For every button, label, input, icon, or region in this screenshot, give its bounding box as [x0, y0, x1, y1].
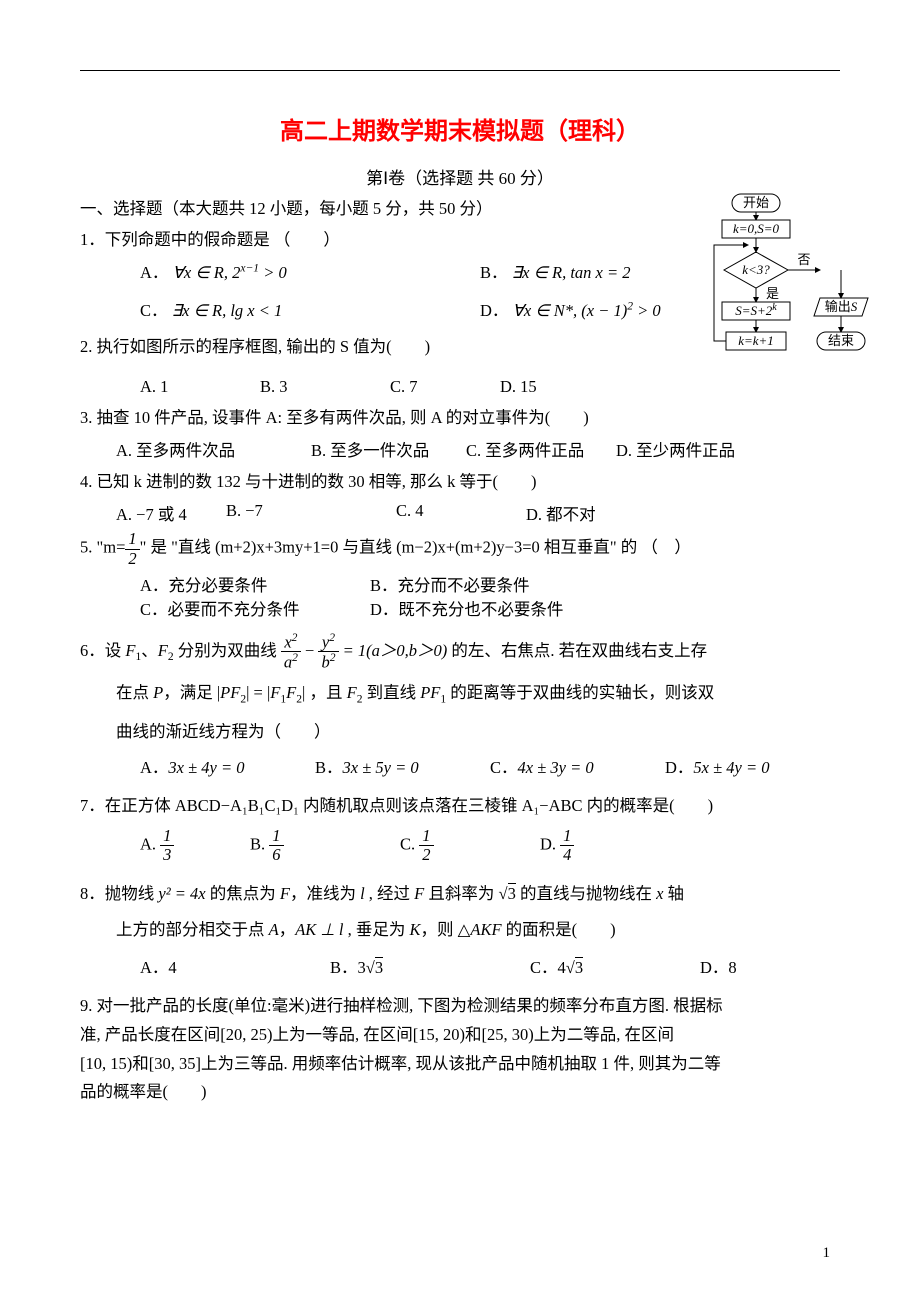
- title: 高二上期数学期末模拟题（理科）: [80, 111, 840, 146]
- q5-row2: C．必要而不充分条件 D．既不充分也不必要条件: [80, 596, 840, 620]
- flow-cond: k<3?: [742, 262, 770, 277]
- q4: 4. 已知 k 进制的数 132 与十进制的数 30 相等, 那么 k 等于( …: [80, 466, 840, 497]
- svg-text:输出S: 输出S: [825, 299, 858, 314]
- q7: 7．在正方体 ABCD−A₁B₁C₁D₁ 内随机取点则该点落在三棱锥 A₁−AB…: [80, 790, 840, 821]
- q5-row1: A．充分必要条件 B．充分而不必要条件: [80, 572, 840, 596]
- page-number: 1: [823, 1245, 831, 1262]
- q6-line2: 在点 P，满足 |PF2| = |F1F2| ，且 F2 到直线 PF1 的距离…: [80, 677, 840, 711]
- top-rule: [80, 70, 840, 71]
- q3-opts: A. 至多两件次品 B. 至多一件次品 C. 至多两件正品 D. 至少两件正品: [80, 437, 840, 461]
- q6-opts: A．3x ± 4y = 0 B．3x ± 5y = 0 C．4x ± 3y = …: [80, 754, 840, 778]
- q8-opts: A．4 B．3√3 C．4√3 D．8: [80, 954, 840, 978]
- q9: 9. 对一批产品的长度(单位:毫米)进行抽样检测, 下图为检测结果的频率分布直方…: [80, 992, 840, 1108]
- q6: 6．设 F1、F2 分别为双曲线 x2a2 − y2b2 = 1(a＞0,b＞0…: [80, 632, 840, 672]
- q8: 8．抛物线 y² = 4x 的焦点为 F，准线为 l , 经过 F 且斜率为 √…: [80, 878, 840, 909]
- q4-opts: A. −7 或 4 B. −7 C. 4 D. 都不对: [80, 501, 840, 525]
- flow-yes: 是: [766, 286, 779, 301]
- q2: 2. 执行如图所示的程序框图, 输出的 S 值为( ): [80, 331, 840, 362]
- flow-start: 开始: [743, 195, 769, 210]
- svg-text:S=S+2k: S=S+2k: [735, 302, 777, 318]
- q3: 3. 抽查 10 件产品, 设事件 A: 至多有两件次品, 则 A 的对立事件为…: [80, 402, 840, 433]
- q7-opts: A. 13 B. 16 C. 12 D. 14: [80, 827, 840, 864]
- q8-line2: 上方的部分相交于点 A，AK ⊥ l , 垂足为 K，则 △AKF 的面积是( …: [80, 914, 840, 945]
- flow-upd1: S=S+2: [735, 303, 773, 318]
- page: 开始 k=0,S=0 k<3? 否 是 S=S+2k k=k+1: [0, 0, 920, 1302]
- q6-line3: 曲线的渐近线方程为（ ）: [80, 716, 840, 747]
- subtitle: 第Ⅰ卷（选择题 共 60 分）: [80, 164, 840, 189]
- q1: 1．下列命题中的假命题是 （ ）: [80, 224, 840, 255]
- q5: 5. "m=12" 是 "直线 (m+2)x+3my+1=0 与直线 (m−2)…: [80, 530, 840, 567]
- q1-stem: 1．下列命题中的假命题是 （ ）: [80, 230, 340, 249]
